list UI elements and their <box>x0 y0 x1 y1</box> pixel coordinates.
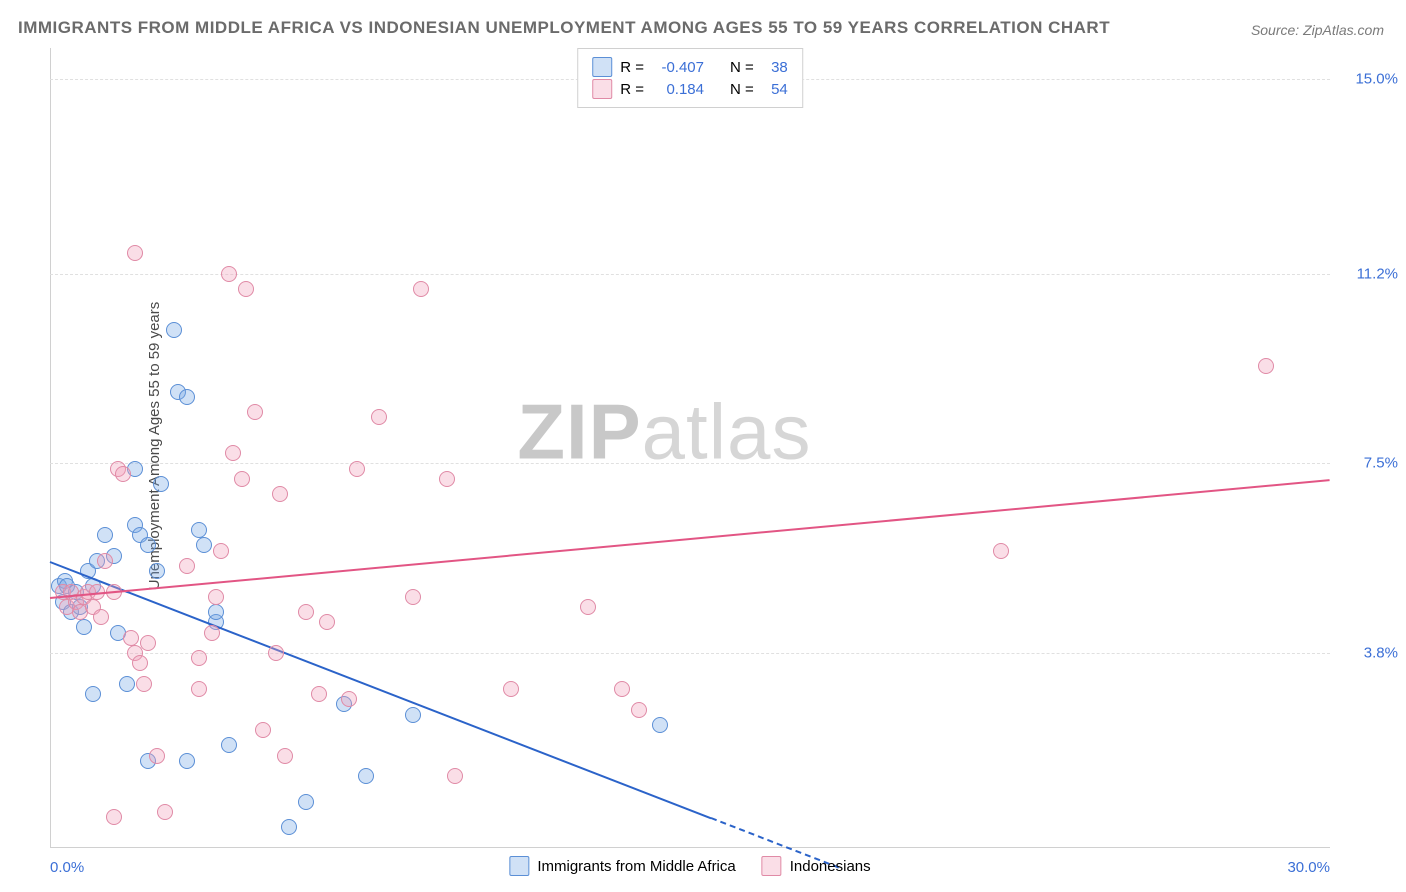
y-tick-label: 3.8% <box>1364 645 1398 662</box>
swatch-africa-bottom <box>509 856 529 876</box>
data-point-indonesians <box>413 281 429 297</box>
y-tick-label: 11.2% <box>1357 265 1398 282</box>
data-point-indonesians <box>191 681 207 697</box>
data-point-indonesians <box>1258 358 1274 374</box>
x-axis-line <box>50 847 1330 848</box>
data-point-indonesians <box>127 245 143 261</box>
data-point-africa <box>119 676 135 692</box>
data-point-indonesians <box>204 625 220 641</box>
data-point-africa <box>208 604 224 620</box>
watermark-zip: ZIP <box>517 388 641 476</box>
swatch-indonesians <box>592 79 612 99</box>
data-point-africa <box>179 753 195 769</box>
data-point-africa <box>652 717 668 733</box>
data-point-africa <box>140 537 156 553</box>
x-tick-label: 0.0% <box>50 859 84 876</box>
data-point-africa <box>281 819 297 835</box>
data-point-indonesians <box>238 281 254 297</box>
y-tick-label: 15.0% <box>1355 70 1398 87</box>
data-point-africa <box>166 322 182 338</box>
data-point-indonesians <box>268 645 284 661</box>
data-point-indonesians <box>191 650 207 666</box>
legend-label-indonesians: Indonesians <box>790 858 871 875</box>
data-point-indonesians <box>298 604 314 620</box>
r-label: R = <box>620 59 644 76</box>
gridline <box>50 463 1330 464</box>
x-tick-label: 30.0% <box>1287 859 1330 876</box>
data-point-indonesians <box>405 589 421 605</box>
data-point-indonesians <box>136 676 152 692</box>
r-value-indonesians: 0.184 <box>652 81 704 98</box>
legend-row-indonesians: R = 0.184 N = 54 <box>592 79 788 99</box>
data-point-indonesians <box>447 768 463 784</box>
trend-line-indonesians <box>50 479 1330 599</box>
data-point-indonesians <box>439 471 455 487</box>
data-point-indonesians <box>371 409 387 425</box>
data-point-indonesians <box>179 558 195 574</box>
data-point-indonesians <box>993 543 1009 559</box>
chart-title: IMMIGRANTS FROM MIDDLE AFRICA VS INDONES… <box>18 18 1110 38</box>
data-point-indonesians <box>213 543 229 559</box>
data-point-africa <box>191 522 207 538</box>
data-point-indonesians <box>277 748 293 764</box>
watermark-atlas: atlas <box>642 388 812 476</box>
data-point-indonesians <box>93 609 109 625</box>
plot-region: ZIPatlas 3.8%7.5%11.2%15.0%0.0%30.0% <box>50 48 1330 848</box>
data-point-indonesians <box>349 461 365 477</box>
swatch-indonesians-bottom <box>762 856 782 876</box>
data-point-indonesians <box>106 809 122 825</box>
data-point-indonesians <box>631 702 647 718</box>
correlation-legend: R = -0.407 N = 38 R = 0.184 N = 54 <box>577 48 803 108</box>
legend-row-africa: R = -0.407 N = 38 <box>592 57 788 77</box>
n-value-indonesians: 54 <box>762 81 788 98</box>
data-point-indonesians <box>234 471 250 487</box>
data-point-africa <box>85 686 101 702</box>
legend-item-africa: Immigrants from Middle Africa <box>509 856 735 876</box>
data-point-indonesians <box>132 655 148 671</box>
data-point-indonesians <box>97 553 113 569</box>
series-legend: Immigrants from Middle Africa Indonesian… <box>509 856 870 876</box>
data-point-africa <box>405 707 421 723</box>
data-point-indonesians <box>247 404 263 420</box>
data-point-indonesians <box>319 614 335 630</box>
data-point-indonesians <box>221 266 237 282</box>
data-point-indonesians <box>140 635 156 651</box>
data-point-indonesians <box>208 589 224 605</box>
data-point-africa <box>76 619 92 635</box>
n-value-africa: 38 <box>762 59 788 76</box>
chart-area: ZIPatlas 3.8%7.5%11.2%15.0%0.0%30.0% R =… <box>50 48 1330 848</box>
gridline <box>50 274 1330 275</box>
data-point-indonesians <box>311 686 327 702</box>
data-point-africa <box>149 563 165 579</box>
data-point-africa <box>179 389 195 405</box>
data-point-indonesians <box>123 630 139 646</box>
data-point-indonesians <box>225 445 241 461</box>
data-point-indonesians <box>614 681 630 697</box>
data-point-africa <box>153 476 169 492</box>
gridline <box>50 653 1330 654</box>
data-point-africa <box>358 768 374 784</box>
data-point-indonesians <box>341 691 357 707</box>
data-point-indonesians <box>580 599 596 615</box>
data-point-indonesians <box>255 722 271 738</box>
data-point-indonesians <box>272 486 288 502</box>
data-point-indonesians <box>115 466 131 482</box>
y-tick-label: 7.5% <box>1364 455 1398 472</box>
data-point-africa <box>298 794 314 810</box>
r-label: R = <box>620 81 644 98</box>
data-point-indonesians <box>149 748 165 764</box>
source-attribution: Source: ZipAtlas.com <box>1251 22 1384 38</box>
data-point-africa <box>196 537 212 553</box>
data-point-indonesians <box>503 681 519 697</box>
data-point-africa <box>221 737 237 753</box>
n-label: N = <box>730 81 754 98</box>
data-point-indonesians <box>157 804 173 820</box>
data-point-africa <box>97 527 113 543</box>
y-axis-line <box>50 48 51 848</box>
r-value-africa: -0.407 <box>652 59 704 76</box>
legend-label-africa: Immigrants from Middle Africa <box>537 858 735 875</box>
swatch-africa <box>592 57 612 77</box>
legend-item-indonesians: Indonesians <box>762 856 871 876</box>
n-label: N = <box>730 59 754 76</box>
